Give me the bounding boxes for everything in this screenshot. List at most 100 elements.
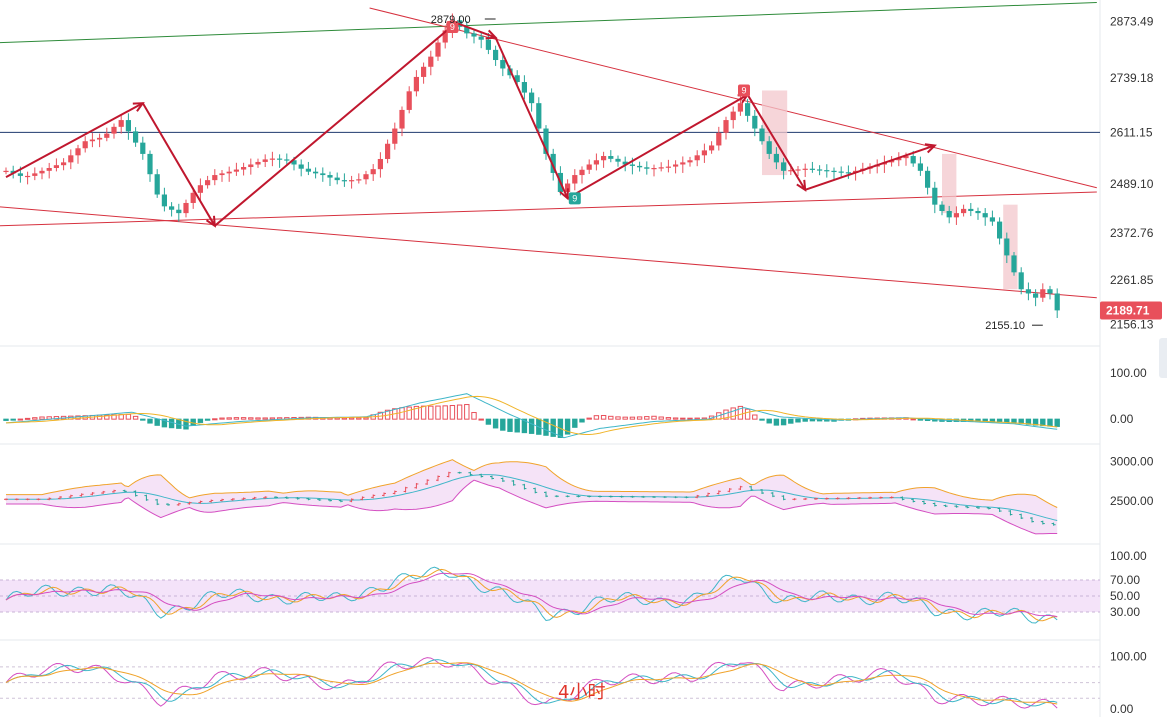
trend-arrow-shaft bbox=[746, 94, 807, 191]
candle-body bbox=[925, 170, 931, 188]
candle-body bbox=[305, 168, 311, 172]
macd-lines bbox=[5, 393, 1058, 439]
macd-histogram-bar bbox=[593, 415, 600, 420]
candle-body bbox=[514, 75, 520, 83]
candle-body bbox=[766, 141, 772, 154]
candle-body bbox=[1040, 289, 1046, 298]
macd-histogram-bar bbox=[917, 418, 924, 421]
price-panel: 9 9 9 2879.00 2155.10 2873.49 2739.18 2611… bbox=[0, 2, 1162, 332]
macd-histogram-bar bbox=[615, 416, 621, 420]
kdj-k-line bbox=[5, 659, 1058, 707]
candle-body bbox=[125, 120, 131, 132]
marker-high-signal: 9 bbox=[446, 21, 459, 34]
macd-histogram-bar bbox=[1054, 418, 1060, 427]
candle-body bbox=[219, 173, 225, 176]
candle-body bbox=[111, 126, 117, 134]
candle-body bbox=[565, 183, 571, 192]
macd-histogram-bar bbox=[183, 418, 189, 430]
macd-histogram-bar bbox=[233, 417, 240, 420]
macd-histogram-bar bbox=[759, 418, 765, 421]
candle-body bbox=[334, 177, 340, 181]
macd-histogram-bar bbox=[3, 418, 9, 421]
timeframe-label: 4小时 bbox=[558, 682, 605, 703]
candle-body bbox=[233, 169, 239, 172]
axis-scroll-handle[interactable] bbox=[1159, 338, 1167, 378]
macd-histogram-bar bbox=[730, 407, 736, 420]
macd-histogram-bar bbox=[478, 418, 484, 421]
svg-text:9: 9 bbox=[572, 193, 577, 203]
candle-body bbox=[615, 158, 621, 162]
kdj-panel: 100.00 0.00 4小时 bbox=[0, 649, 1147, 716]
axis-tick-label: 2489.10 bbox=[1110, 177, 1154, 191]
candle-body bbox=[17, 173, 23, 176]
trend-arrow-shaft bbox=[455, 21, 496, 39]
candle-body bbox=[269, 158, 275, 160]
candle-body bbox=[197, 185, 203, 193]
macd-histogram-bar bbox=[111, 414, 117, 420]
macd-histogram-bar bbox=[644, 416, 650, 420]
svg-text:2189.71: 2189.71 bbox=[1106, 304, 1150, 318]
marker-peak-signal: 9 bbox=[738, 84, 750, 97]
axis-tick-label: 2739.18 bbox=[1110, 71, 1154, 85]
macd-histogram-bar bbox=[161, 418, 168, 428]
macd-histogram-bar bbox=[104, 414, 110, 420]
candle-body bbox=[838, 171, 844, 173]
candle-body bbox=[327, 175, 333, 178]
candle-body bbox=[781, 162, 787, 171]
macd-histogram-bar bbox=[528, 418, 535, 434]
macd-histogram-bar bbox=[456, 404, 463, 420]
axis-tick-label: 100.00 bbox=[1110, 649, 1147, 663]
candle-body bbox=[104, 133, 110, 138]
candle-body bbox=[1004, 238, 1010, 256]
axis-tick-label: 2611.15 bbox=[1110, 125, 1153, 139]
macd-histogram-bar bbox=[752, 414, 758, 420]
macd-histogram-bar bbox=[1032, 418, 1039, 426]
candle-body bbox=[809, 168, 815, 170]
macd-histogram-bar bbox=[140, 418, 146, 421]
trend-arrow-head bbox=[924, 143, 937, 154]
candle-body bbox=[485, 39, 491, 50]
rsi-band bbox=[0, 579, 1100, 613]
candle-body bbox=[392, 128, 398, 144]
macd-histogram-bar bbox=[723, 409, 729, 420]
candle-body bbox=[68, 155, 74, 163]
macd-histogram-bar bbox=[269, 417, 276, 420]
candle-body bbox=[961, 208, 967, 214]
candle-body bbox=[709, 145, 715, 151]
macd-histogram-bar bbox=[795, 418, 801, 423]
candle-body bbox=[586, 164, 592, 170]
candle-body bbox=[939, 204, 945, 212]
rsi-lines bbox=[5, 566, 1058, 624]
candle-body bbox=[428, 56, 434, 67]
macd-histogram-bar bbox=[154, 418, 160, 426]
signal-markers: 9 9 9 bbox=[446, 21, 750, 205]
macd-histogram-bar bbox=[132, 415, 139, 420]
axis-tick-label: 70.00 bbox=[1110, 573, 1140, 587]
candle-body bbox=[521, 82, 527, 93]
candle-body bbox=[147, 153, 153, 175]
macd-histogram-bar bbox=[53, 416, 60, 420]
bollinger-ohlc-bars bbox=[4, 471, 1056, 526]
candle-body bbox=[61, 162, 67, 166]
candle-body bbox=[687, 160, 693, 163]
descending-support-line bbox=[0, 206, 1097, 299]
bollinger-band-fill bbox=[6, 459, 1058, 534]
macd-histogram-bar bbox=[1011, 418, 1017, 423]
kdj-d-line bbox=[5, 662, 1058, 705]
candle-body bbox=[730, 111, 736, 121]
candle-body bbox=[737, 103, 743, 112]
macd-histogram-bar bbox=[744, 408, 751, 420]
macd-histogram-bar bbox=[680, 417, 686, 420]
candle-body bbox=[140, 142, 146, 154]
macd-histogram-bar bbox=[1018, 418, 1024, 424]
macd-histogram-bar bbox=[737, 405, 744, 420]
candle-body bbox=[377, 158, 383, 170]
macd-histogram-bar bbox=[802, 418, 808, 422]
candle-body bbox=[716, 132, 722, 146]
macd-histogram-bar bbox=[579, 418, 585, 423]
candle-body bbox=[1054, 293, 1060, 311]
candle-body bbox=[701, 150, 707, 156]
candle-body bbox=[673, 164, 679, 167]
candle-body bbox=[543, 128, 549, 154]
